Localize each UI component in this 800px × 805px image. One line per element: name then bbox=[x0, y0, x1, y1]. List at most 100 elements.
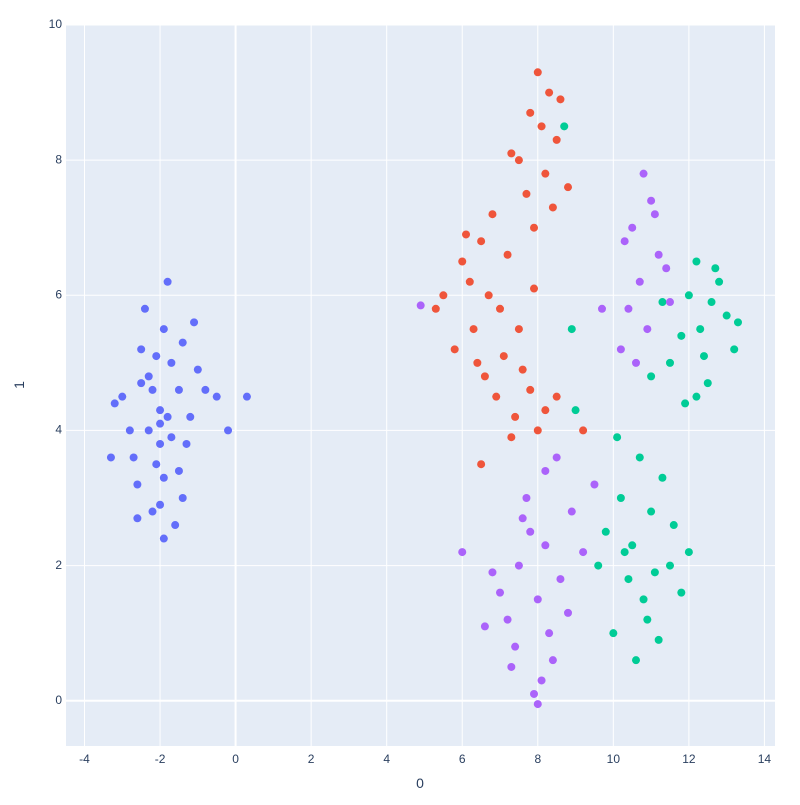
point bbox=[624, 304, 633, 313]
point bbox=[484, 291, 493, 300]
point bbox=[242, 392, 251, 401]
point bbox=[556, 95, 565, 104]
x-axis-title: 0 bbox=[416, 775, 424, 791]
point bbox=[658, 473, 667, 482]
point bbox=[496, 304, 505, 313]
point bbox=[654, 635, 663, 644]
point bbox=[518, 514, 527, 523]
point bbox=[533, 595, 542, 604]
point bbox=[631, 358, 640, 367]
point bbox=[677, 588, 686, 597]
point bbox=[144, 372, 153, 381]
point bbox=[594, 561, 603, 570]
point bbox=[643, 615, 652, 624]
point bbox=[450, 345, 459, 354]
point bbox=[665, 561, 674, 570]
point bbox=[477, 237, 486, 246]
y-tick-label: 4 bbox=[55, 423, 62, 437]
point bbox=[431, 304, 440, 313]
point bbox=[514, 325, 523, 334]
point bbox=[178, 494, 187, 503]
point bbox=[548, 656, 557, 665]
point bbox=[439, 291, 448, 300]
point bbox=[159, 473, 168, 482]
point bbox=[579, 426, 588, 435]
point bbox=[473, 358, 482, 367]
point bbox=[201, 385, 210, 394]
point bbox=[159, 325, 168, 334]
x-tick-label: 8 bbox=[534, 752, 541, 766]
point bbox=[530, 223, 539, 232]
point bbox=[156, 419, 165, 428]
point bbox=[631, 656, 640, 665]
point bbox=[567, 507, 576, 516]
point bbox=[499, 352, 508, 361]
point bbox=[650, 568, 659, 577]
y-tick-label: 10 bbox=[49, 17, 63, 31]
point bbox=[152, 352, 161, 361]
point bbox=[488, 210, 497, 219]
point bbox=[571, 406, 580, 415]
x-tick-label: 0 bbox=[232, 752, 239, 766]
point bbox=[167, 358, 176, 367]
point bbox=[609, 629, 618, 638]
point bbox=[144, 426, 153, 435]
point bbox=[711, 264, 720, 273]
x-tick-label: 10 bbox=[607, 752, 621, 766]
point bbox=[537, 676, 546, 685]
point bbox=[628, 541, 637, 550]
y-tick-label: 0 bbox=[55, 693, 62, 707]
point bbox=[658, 298, 667, 307]
y-axis-title: 1 bbox=[11, 381, 27, 389]
point bbox=[522, 494, 531, 503]
point bbox=[616, 494, 625, 503]
point bbox=[635, 453, 644, 462]
point bbox=[469, 325, 478, 334]
point bbox=[174, 466, 183, 475]
point bbox=[156, 439, 165, 448]
point bbox=[526, 385, 535, 394]
point bbox=[507, 662, 516, 671]
point bbox=[567, 325, 576, 334]
point bbox=[178, 338, 187, 347]
point bbox=[628, 223, 637, 232]
point bbox=[643, 325, 652, 334]
point bbox=[526, 108, 535, 117]
point bbox=[552, 453, 561, 462]
point bbox=[106, 453, 115, 462]
point bbox=[156, 406, 165, 415]
point bbox=[654, 250, 663, 259]
point bbox=[514, 156, 523, 165]
point bbox=[579, 548, 588, 557]
point bbox=[522, 189, 531, 198]
point bbox=[564, 608, 573, 617]
y-tick-label: 6 bbox=[55, 287, 62, 301]
point bbox=[163, 412, 172, 421]
point bbox=[514, 561, 523, 570]
x-tick-label: -4 bbox=[79, 752, 90, 766]
point bbox=[730, 345, 739, 354]
point bbox=[148, 385, 157, 394]
point bbox=[503, 615, 512, 624]
point bbox=[647, 372, 656, 381]
point bbox=[620, 237, 629, 246]
point bbox=[541, 406, 550, 415]
point bbox=[133, 480, 142, 489]
point bbox=[159, 534, 168, 543]
point bbox=[733, 318, 742, 327]
point bbox=[496, 588, 505, 597]
point bbox=[163, 277, 172, 286]
point bbox=[684, 548, 693, 557]
point bbox=[458, 257, 467, 266]
point bbox=[190, 318, 199, 327]
point bbox=[488, 568, 497, 577]
point bbox=[616, 345, 625, 354]
point bbox=[613, 433, 622, 442]
point bbox=[699, 352, 708, 361]
point bbox=[624, 575, 633, 584]
point bbox=[477, 460, 486, 469]
point bbox=[681, 399, 690, 408]
point bbox=[480, 372, 489, 381]
point bbox=[639, 169, 648, 178]
x-tick-label: 4 bbox=[383, 752, 390, 766]
